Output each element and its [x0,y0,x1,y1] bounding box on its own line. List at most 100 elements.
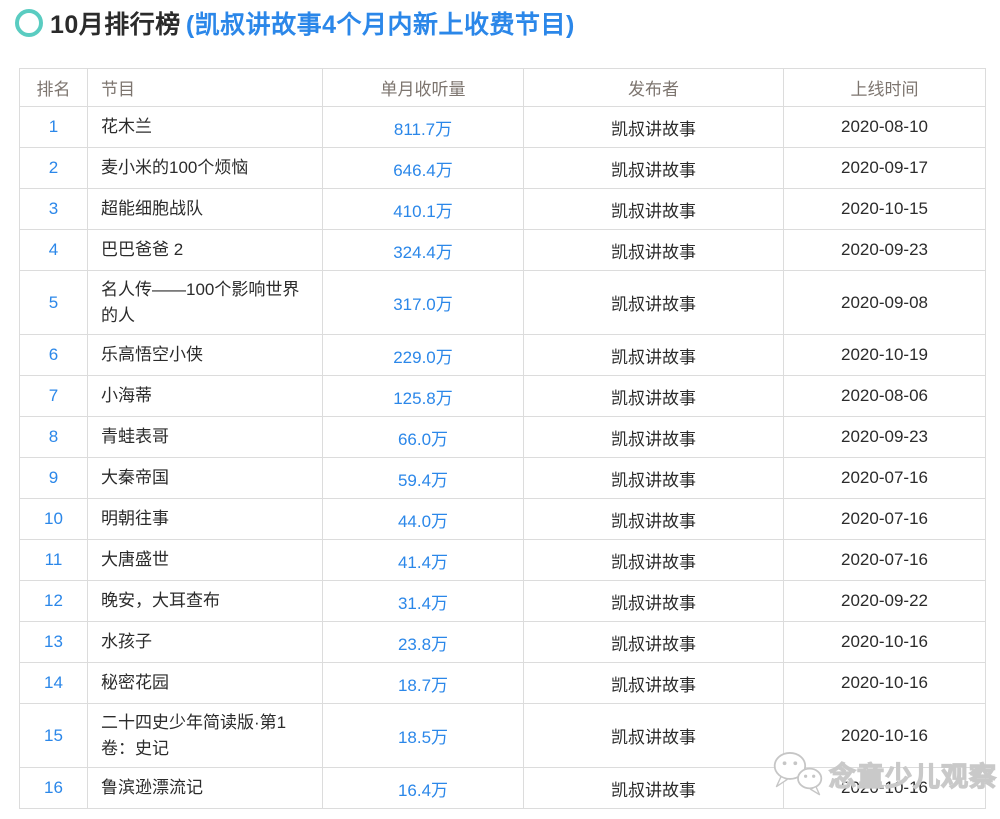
cell-listens: 44.0万 [322,498,524,540]
cell-listens: 410.1万 [322,188,524,230]
cell-rank: 15 [19,703,88,768]
table-row: 14 秘密花园 18.7万 凯叔讲故事 2020-10-16 [19,662,986,704]
cell-rank: 5 [19,270,88,335]
cell-program: 鲁滨逊漂流记 [87,767,323,809]
cell-program: 小海蒂 [87,375,323,417]
cell-publisher: 凯叔讲故事 [523,106,784,148]
cell-rank: 14 [19,662,88,704]
cell-publisher: 凯叔讲故事 [523,270,784,335]
cell-listens: 18.7万 [322,662,524,704]
cell-publisher: 凯叔讲故事 [523,621,784,663]
cell-program: 超能细胞战队 [87,188,323,230]
table-row: 3 超能细胞战队 410.1万 凯叔讲故事 2020-10-15 [19,188,986,230]
cell-publisher: 凯叔讲故事 [523,580,784,622]
cell-rank: 2 [19,147,88,189]
cell-program: 青蛙表哥 [87,416,323,458]
title-text: 10月排行榜 (凯叔讲故事4个月内新上收费节目) [50,5,575,41]
cell-date: 2020-09-08 [783,270,986,335]
cell-program: 秘密花园 [87,662,323,704]
cell-publisher: 凯叔讲故事 [523,334,784,376]
cell-listens: 41.4万 [322,539,524,581]
cell-date: 2020-10-16 [783,621,986,663]
cell-program: 明朝往事 [87,498,323,540]
title-sub: (凯叔讲故事4个月内新上收费节目) [185,11,575,39]
column-header-publisher: 发布者 [523,68,784,107]
table-row: 13 水孩子 23.8万 凯叔讲故事 2020-10-16 [19,621,986,663]
cell-date: 2020-10-15 [783,188,986,230]
cell-rank: 7 [19,375,88,417]
cell-date: 2020-07-16 [783,498,986,540]
page-title: 10月排行榜 (凯叔讲故事4个月内新上收费节目) [15,5,575,41]
title-main: 10月排行榜 [50,11,181,39]
cell-date: 2020-07-16 [783,457,986,499]
cell-listens: 324.4万 [322,229,524,271]
cell-date: 2020-09-22 [783,580,986,622]
cell-rank: 4 [19,229,88,271]
cell-listens: 811.7万 [322,106,524,148]
cell-listens: 125.8万 [322,375,524,417]
table-row: 6 乐高悟空小侠 229.0万 凯叔讲故事 2020-10-19 [19,334,986,376]
cell-program: 麦小米的100个烦恼 [87,147,323,189]
cell-publisher: 凯叔讲故事 [523,416,784,458]
cell-date: 2020-10-19 [783,334,986,376]
table-row: 7 小海蒂 125.8万 凯叔讲故事 2020-08-06 [19,375,986,417]
cell-program: 二十四史少年简读版·第1卷：史记 [87,703,323,768]
cell-listens: 59.4万 [322,457,524,499]
table-row: 12 晚安，大耳查布 31.4万 凯叔讲故事 2020-09-22 [19,580,986,622]
cell-rank: 13 [19,621,88,663]
ranking-table: 排名 节目 单月收听量 发布者 上线时间 1 花木兰 811.7万 凯叔讲故事 2020-08-… [19,68,986,809]
cell-publisher: 凯叔讲故事 [523,375,784,417]
cell-publisher: 凯叔讲故事 [523,457,784,499]
table-header-row: 排名 节目 单月收听量 发布者 上线时间 [19,68,986,107]
cell-program: 晚安，大耳查布 [87,580,323,622]
cell-date: 2020-07-16 [783,539,986,581]
cell-publisher: 凯叔讲故事 [523,662,784,704]
column-header-listens: 单月收听量 [322,68,524,107]
column-header-program: 节目 [87,68,323,107]
cell-listens: 16.4万 [322,767,524,809]
table-row: 16 鲁滨逊漂流记 16.4万 凯叔讲故事 2020-10-16 [19,767,986,809]
cell-rank: 3 [19,188,88,230]
column-header-date: 上线时间 [783,68,986,107]
cell-program: 花木兰 [87,106,323,148]
table-row: 11 大唐盛世 41.4万 凯叔讲故事 2020-07-16 [19,539,986,581]
table-body: 1 花木兰 811.7万 凯叔讲故事 2020-08-10 2 麦小米的100个烦恼 646.… [19,106,986,809]
table-row: 5 名人传——100个影响世界的人 317.0万 凯叔讲故事 2020-09-08 [19,270,986,335]
cell-listens: 229.0万 [322,334,524,376]
cell-program: 大秦帝国 [87,457,323,499]
cell-rank: 16 [19,767,88,809]
cell-rank: 10 [19,498,88,540]
table-row: 15 二十四史少年简读版·第1卷：史记 18.5万 凯叔讲故事 2020-10-16 [19,703,986,768]
column-header-rank: 排名 [19,68,88,107]
cell-date: 2020-09-23 [783,229,986,271]
cell-listens: 66.0万 [322,416,524,458]
cell-rank: 12 [19,580,88,622]
cell-rank: 1 [19,106,88,148]
cell-rank: 6 [19,334,88,376]
cell-rank: 11 [19,539,88,581]
table-row: 8 青蛙表哥 66.0万 凯叔讲故事 2020-09-23 [19,416,986,458]
cell-listens: 23.8万 [322,621,524,663]
cell-program: 乐高悟空小侠 [87,334,323,376]
cell-program: 水孩子 [87,621,323,663]
cell-listens: 646.4万 [322,147,524,189]
table-row: 9 大秦帝国 59.4万 凯叔讲故事 2020-07-16 [19,457,986,499]
cell-date: 2020-10-16 [783,662,986,704]
cell-publisher: 凯叔讲故事 [523,147,784,189]
cell-date: 2020-09-23 [783,416,986,458]
cell-program: 巴巴爸爸 2 [87,229,323,271]
cell-publisher: 凯叔讲故事 [523,703,784,768]
cell-date: 2020-08-06 [783,375,986,417]
cell-date: 2020-10-16 [783,703,986,768]
cell-publisher: 凯叔讲故事 [523,498,784,540]
cell-listens: 317.0万 [322,270,524,335]
cell-date: 2020-10-16 [783,767,986,809]
cell-rank: 8 [19,416,88,458]
cell-listens: 18.5万 [322,703,524,768]
cell-program: 大唐盛世 [87,539,323,581]
table-row: 10 明朝往事 44.0万 凯叔讲故事 2020-07-16 [19,498,986,540]
cell-publisher: 凯叔讲故事 [523,539,784,581]
cell-publisher: 凯叔讲故事 [523,229,784,271]
cell-listens: 31.4万 [322,580,524,622]
